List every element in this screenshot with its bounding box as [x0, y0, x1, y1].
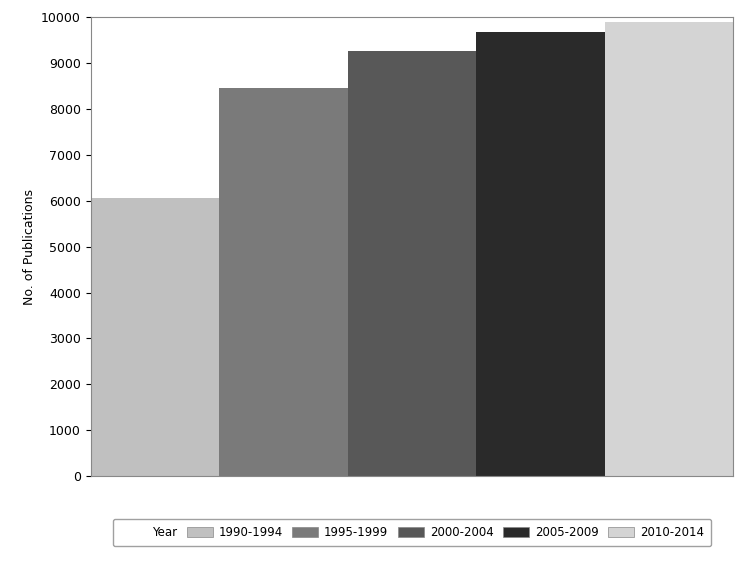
Bar: [91, 198, 219, 476]
Legend: Year, 1990-1994, 1995-1999, 2000-2004, 2005-2009, 2010-2014: Year, 1990-1994, 1995-1999, 2000-2004, 2…: [113, 519, 711, 546]
Y-axis label: No. of Publications: No. of Publications: [23, 189, 36, 304]
Bar: [219, 88, 348, 476]
Bar: [476, 32, 605, 476]
Bar: [348, 52, 476, 476]
Bar: [605, 22, 733, 476]
